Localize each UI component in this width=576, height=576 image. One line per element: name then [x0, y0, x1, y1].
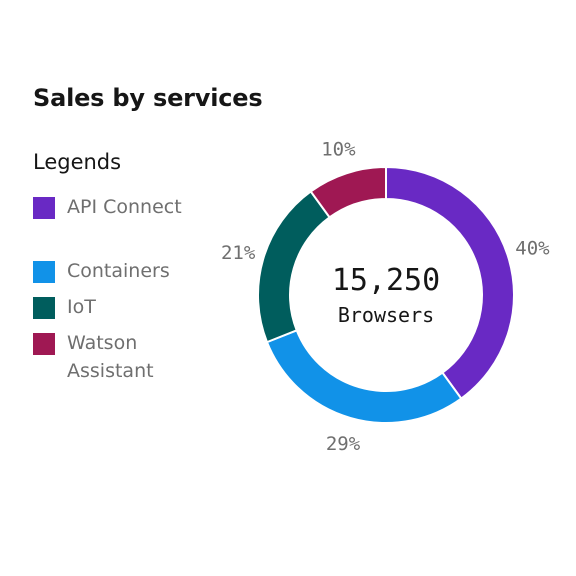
center-total-value: 15,250 [332, 263, 440, 298]
donut-value-label: 40% [515, 237, 550, 259]
donut-slice-watson-assistant[interactable] [309, 165, 387, 219]
legend-label: API Connect [67, 196, 182, 218]
donut-value-label: 29% [326, 433, 361, 455]
legend-label: IoT [67, 296, 96, 318]
donut-value-label: 10% [321, 139, 356, 161]
legend-swatch [33, 197, 55, 219]
legend-item-containers[interactable]: Containers [33, 260, 187, 285]
donut-value-labels: 40% 29% 21% 10% [221, 139, 550, 455]
legend-label: Containers [67, 260, 170, 282]
donut-chart: 40% 29% 21% 10% 15,250 Browsers [221, 139, 550, 455]
donut-slice-containers[interactable] [265, 329, 463, 424]
legend-title: Legends [33, 150, 122, 174]
center-total-label: Browsers [338, 303, 434, 327]
legend-item-watson-assistant[interactable]: Watson Assistant [33, 332, 187, 385]
legend-item-iot[interactable]: IoT [33, 296, 187, 321]
chart-title: Sales by services [33, 84, 263, 112]
legend-swatch [33, 261, 55, 283]
legend-label: Watson Assistant [67, 332, 154, 382]
donut-value-label: 21% [221, 242, 256, 264]
donut-slice-api-connect[interactable] [385, 165, 515, 400]
donut-slice-iot[interactable] [257, 190, 331, 344]
legend-swatch [33, 333, 55, 355]
legend-item-api-connect[interactable]: API Connect [33, 196, 187, 221]
donut-slices [257, 165, 515, 424]
legend-swatch [33, 297, 55, 319]
